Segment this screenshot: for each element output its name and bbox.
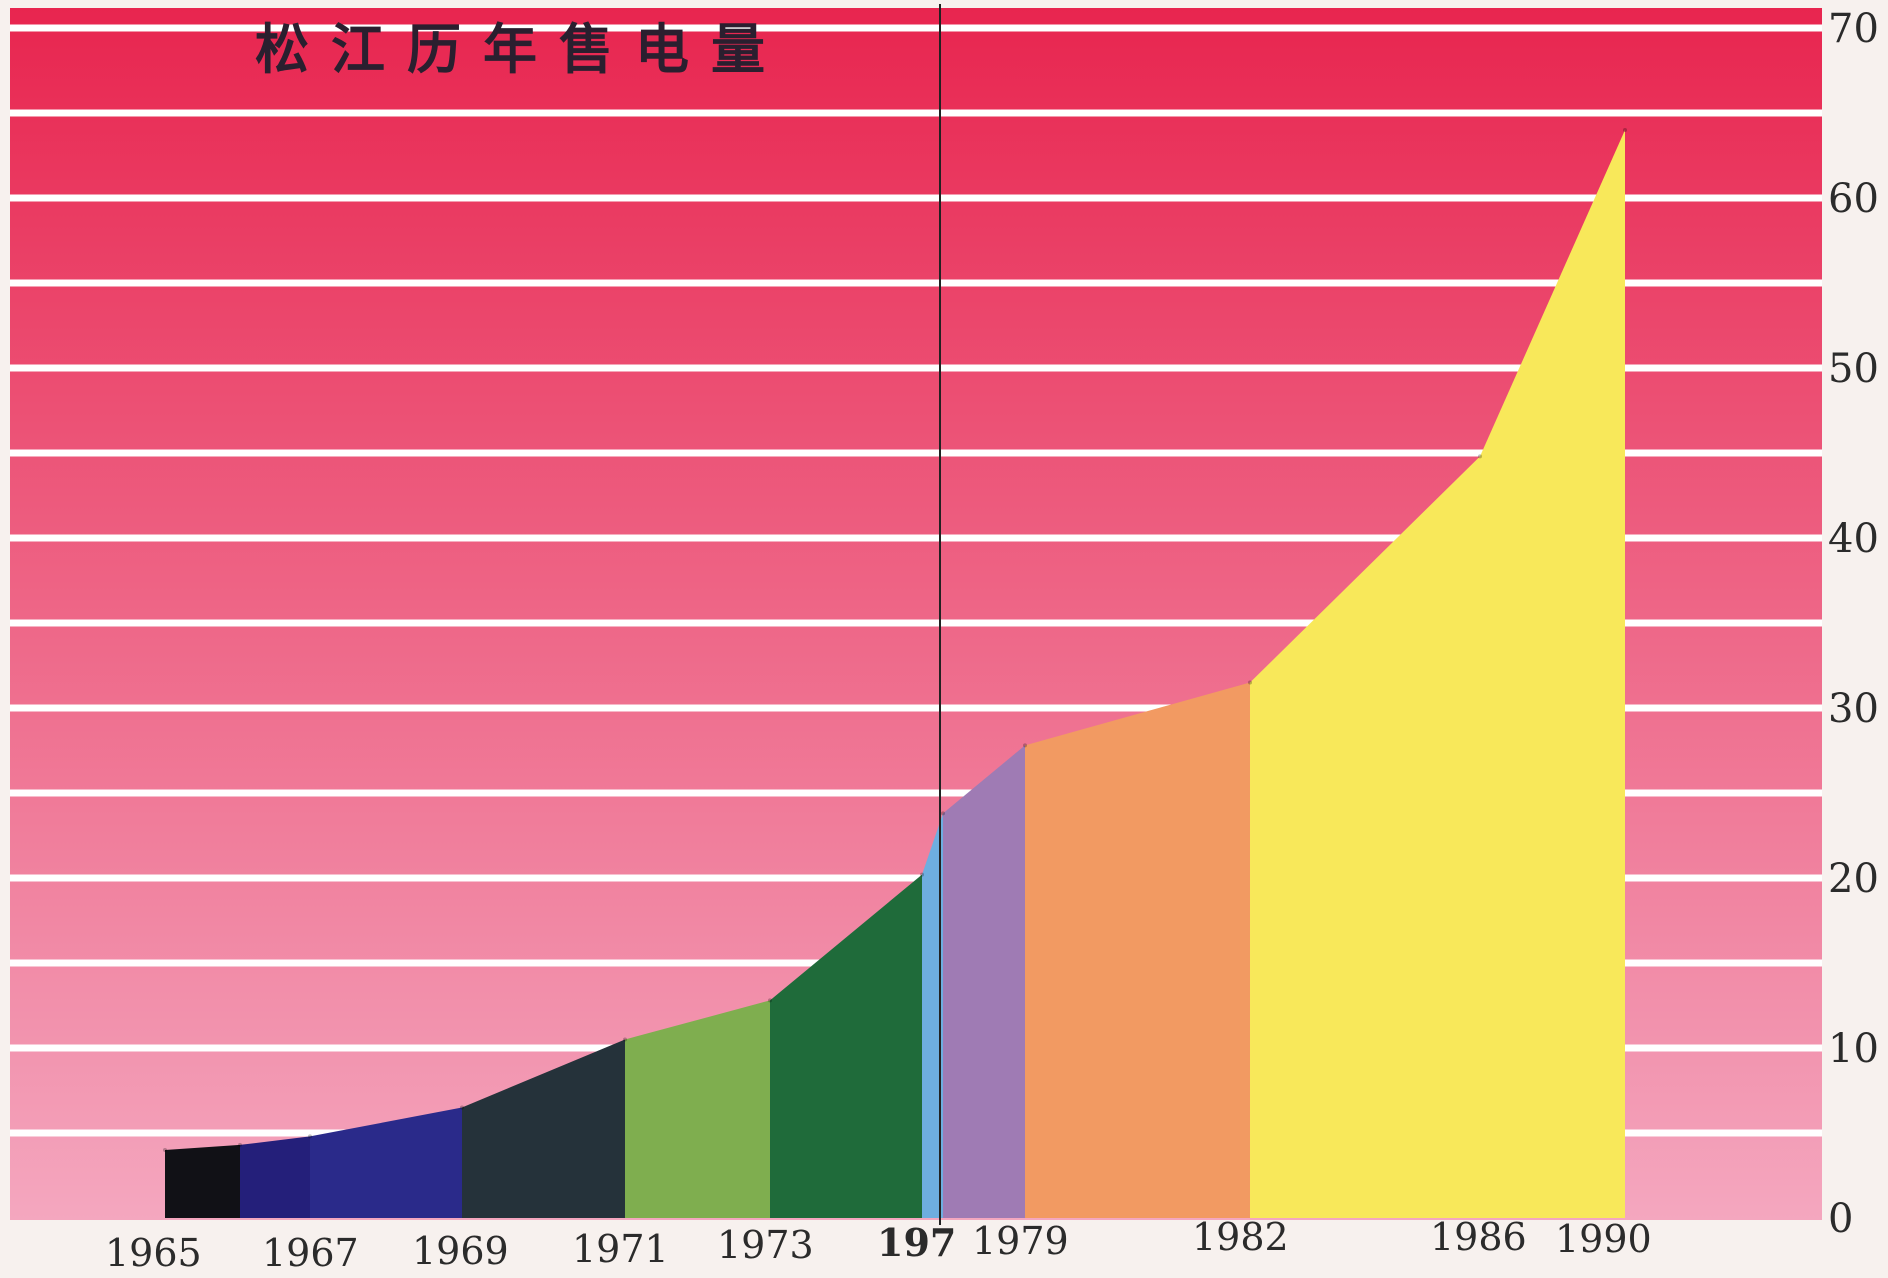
area-segment [310,1107,462,1218]
area-segment [1480,130,1625,1218]
area-segment [770,874,922,1218]
y-tick-label: 70 [1828,6,1879,52]
area-segment [240,1136,310,1218]
x-tick-label: 1967 [262,1231,359,1275]
area-segment [943,745,1025,1218]
x-tick-label: 1982 [1192,1215,1289,1259]
chart-title: 松江历年售电量 [255,18,787,81]
data-point [1023,743,1027,748]
x-tick-label: 1969 [412,1229,509,1273]
data-point [1623,128,1627,132]
x-tick-label: 1986 [1430,1215,1527,1259]
y-tick-label: 10 [1828,1026,1879,1072]
y-tick-label: 40 [1828,516,1879,562]
data-point [623,1037,627,1042]
y-tick-label: 50 [1828,346,1879,392]
x-tick-label: 1990 [1555,1217,1652,1261]
data-point [308,1134,312,1139]
x-axis-ticks: 1965 1967 1969 1971 1973 197 1979 1982 1986 1990 [105,1215,1652,1275]
x-tick-label: 1979 [972,1219,1069,1263]
x-tick-label: 197 [877,1220,956,1265]
x-tick-label: 1965 [105,1231,202,1275]
data-point [920,872,924,877]
x-tick-label: 1971 [572,1227,669,1271]
y-tick-label: 60 [1828,176,1879,222]
data-point [163,1148,167,1152]
data-point [1248,680,1252,685]
area-segment [462,1039,625,1218]
data-areas [165,130,1625,1218]
y-axis-ticks: 0 10 20 30 40 50 60 70 [1828,6,1879,1242]
area-segment [625,1000,770,1218]
data-point [941,811,945,816]
data-points [163,128,1627,1152]
data-point [768,998,772,1003]
y-tick-label: 20 [1828,856,1879,902]
area-segment [1250,456,1480,1218]
data-point [1478,454,1482,459]
y-tick-label: 30 [1828,686,1879,732]
area-segment [1025,682,1250,1218]
area-segment [922,813,943,1218]
data-point [460,1105,464,1110]
x-tick-label: 1973 [717,1223,814,1267]
area-segment [165,1144,240,1218]
data-point [238,1142,242,1147]
y-tick-label: 0 [1828,1196,1853,1242]
